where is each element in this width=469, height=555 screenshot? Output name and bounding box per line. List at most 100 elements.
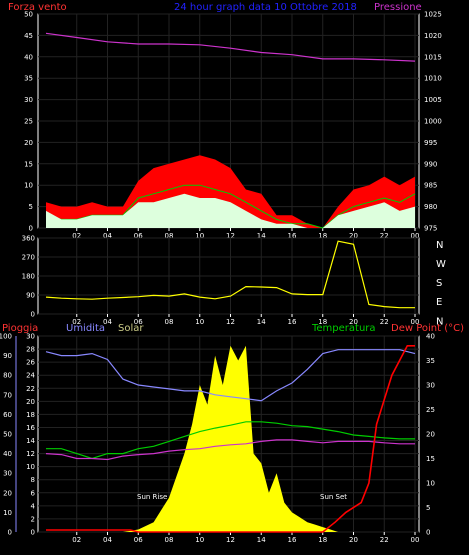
dir-xtick-label: 18: [318, 318, 327, 326]
weather-xtick-label: 16: [288, 536, 297, 544]
wind-xtick-label: 16: [288, 232, 297, 240]
temp-axis-ytick-label: 25: [426, 406, 435, 414]
temp-axis-ytick-label: 20: [426, 431, 435, 439]
dewpoint-line: [45, 439, 415, 461]
humidity-axis-ytick-label: 70: [3, 391, 12, 399]
temp-axis-ytick-label: 0: [426, 529, 430, 537]
rain-axis-ytick-label: 28: [26, 346, 35, 354]
rain-line: [46, 344, 415, 533]
humidity-axis-ytick-label: 20: [3, 489, 12, 497]
wind-xtick-label: 08: [165, 232, 174, 240]
dir-xtick-label: 02: [72, 318, 81, 326]
wind-left-ytick-label: 10: [24, 182, 33, 190]
wind-xtick-label: 00: [411, 232, 420, 240]
humidity-axis-ytick-label: 90: [3, 352, 12, 360]
weather-xtick-label: 06: [134, 536, 143, 544]
weather-xtick-label: 04: [103, 536, 112, 544]
humidity-line: [45, 349, 416, 402]
rain-axis-ytick-label: 6: [31, 489, 36, 497]
dir-left-ytick-label: 90: [26, 292, 35, 300]
compass-label: S: [436, 278, 442, 289]
dir-xtick-label: 06: [134, 318, 143, 326]
rain-axis-ytick-label: 24: [26, 372, 35, 380]
humidity-axis-ytick-label: 10: [3, 509, 12, 517]
humidity-label: Umidita: [66, 323, 105, 334]
compass-label: E: [436, 297, 442, 308]
temp-axis-ytick-label: 35: [426, 357, 435, 365]
humidity-axis-ytick-label: 60: [3, 411, 12, 419]
weather-xtick-label: 08: [165, 536, 174, 544]
sunrise-annotation: Sun Rise: [137, 493, 167, 501]
dir-xtick-label: 14: [257, 318, 266, 326]
rain-axis-ytick-label: 2: [31, 515, 35, 523]
wind-speed-area: [46, 193, 415, 228]
wind-xtick-label: 22: [380, 232, 389, 240]
wind-xtick-label: 10: [195, 232, 204, 240]
humidity-axis-ytick-label: 0: [8, 529, 12, 537]
rain-axis-ytick-label: 18: [26, 411, 35, 419]
dir-xtick-label: 12: [226, 318, 235, 326]
wind-speed-label: Forza vento: [8, 2, 67, 13]
dir-xtick-label: 16: [288, 318, 297, 326]
dir-left-ytick-label: 180: [22, 273, 35, 281]
weather-xtick-label: 02: [72, 536, 81, 544]
dir-left-ytick-label: 360: [22, 235, 35, 243]
wind-left-ytick-label: 50: [24, 11, 33, 19]
wind-left-ytick-label: 0: [29, 225, 33, 233]
wind-direction-line: [45, 240, 415, 309]
temp-axis-ytick-label: 30: [426, 382, 435, 390]
wind-xtick-label: 14: [257, 232, 266, 240]
wind-right-ytick-label: 990: [424, 160, 437, 168]
dir-xtick-label: 04: [103, 318, 112, 326]
wind-left-ytick-label: 40: [24, 53, 33, 61]
wind-right-ytick-label: 1010: [424, 75, 442, 83]
weather-xtick-label: 00: [411, 536, 420, 544]
weather-xtick-label: 22: [380, 536, 389, 544]
wind-xtick-label: 02: [72, 232, 81, 240]
wind-xtick-label: 06: [134, 232, 143, 240]
wind-left-ytick-label: 25: [24, 118, 33, 126]
rain-axis-ytick-label: 8: [31, 476, 35, 484]
wind-xtick-label: 04: [103, 232, 112, 240]
temperature-label: Temperatura: [311, 323, 376, 334]
rain-axis-ytick-label: 26: [26, 359, 35, 367]
chart-title: 24 hour graph data 10 Ottobre 2018: [174, 2, 357, 13]
wind-right-ytick-label: 1015: [424, 53, 442, 61]
wind-right-ytick-label: 975: [424, 225, 437, 233]
weather-xtick-label: 10: [195, 536, 204, 544]
dir-xtick-label: 08: [165, 318, 174, 326]
dir-left-ytick-label: 0: [31, 311, 35, 319]
dir-xtick-label: 10: [195, 318, 204, 326]
rain-axis-ytick-label: 30: [26, 333, 35, 341]
humidity-axis-ytick-label: 100: [0, 333, 12, 341]
dir-xtick-label: 20: [349, 318, 358, 326]
rain-axis-ytick-label: 12: [26, 450, 35, 458]
wind-xtick-label: 20: [349, 232, 358, 240]
pressure-label: Pressione: [374, 2, 422, 13]
humidity-axis-ytick-label: 50: [3, 431, 12, 439]
rain-axis-ytick-label: 0: [31, 529, 35, 537]
weather-xtick-label: 18: [318, 536, 327, 544]
wind-right-ytick-label: 1000: [424, 118, 442, 126]
wind-right-ytick-label: 980: [424, 203, 437, 211]
dir-left-ytick-label: 270: [22, 254, 35, 262]
wind-right-ytick-label: 985: [424, 182, 437, 190]
temp-axis-ytick-label: 15: [426, 455, 435, 463]
rain-label: Pioggia: [2, 323, 38, 334]
wind-left-ytick-label: 30: [24, 96, 33, 104]
wind-left-ytick-label: 15: [24, 160, 33, 168]
rain-axis-ytick-label: 20: [26, 398, 35, 406]
wind-left-ytick-label: 35: [24, 75, 33, 83]
wind-left-ytick-label: 5: [29, 203, 33, 211]
dir-xtick-label: 22: [380, 318, 389, 326]
rain-axis-ytick-label: 4: [31, 502, 36, 510]
wind-right-ytick-label: 1020: [424, 32, 442, 40]
temperature-line: [46, 421, 415, 460]
wind-right-ytick-label: 995: [424, 139, 437, 147]
wind-xtick-label: 18: [318, 232, 327, 240]
weather-xtick-label: 12: [226, 536, 235, 544]
wind-right-ytick-label: 1025: [424, 11, 442, 19]
compass-label: N: [436, 240, 443, 251]
rain-axis-ytick-label: 16: [26, 424, 35, 432]
